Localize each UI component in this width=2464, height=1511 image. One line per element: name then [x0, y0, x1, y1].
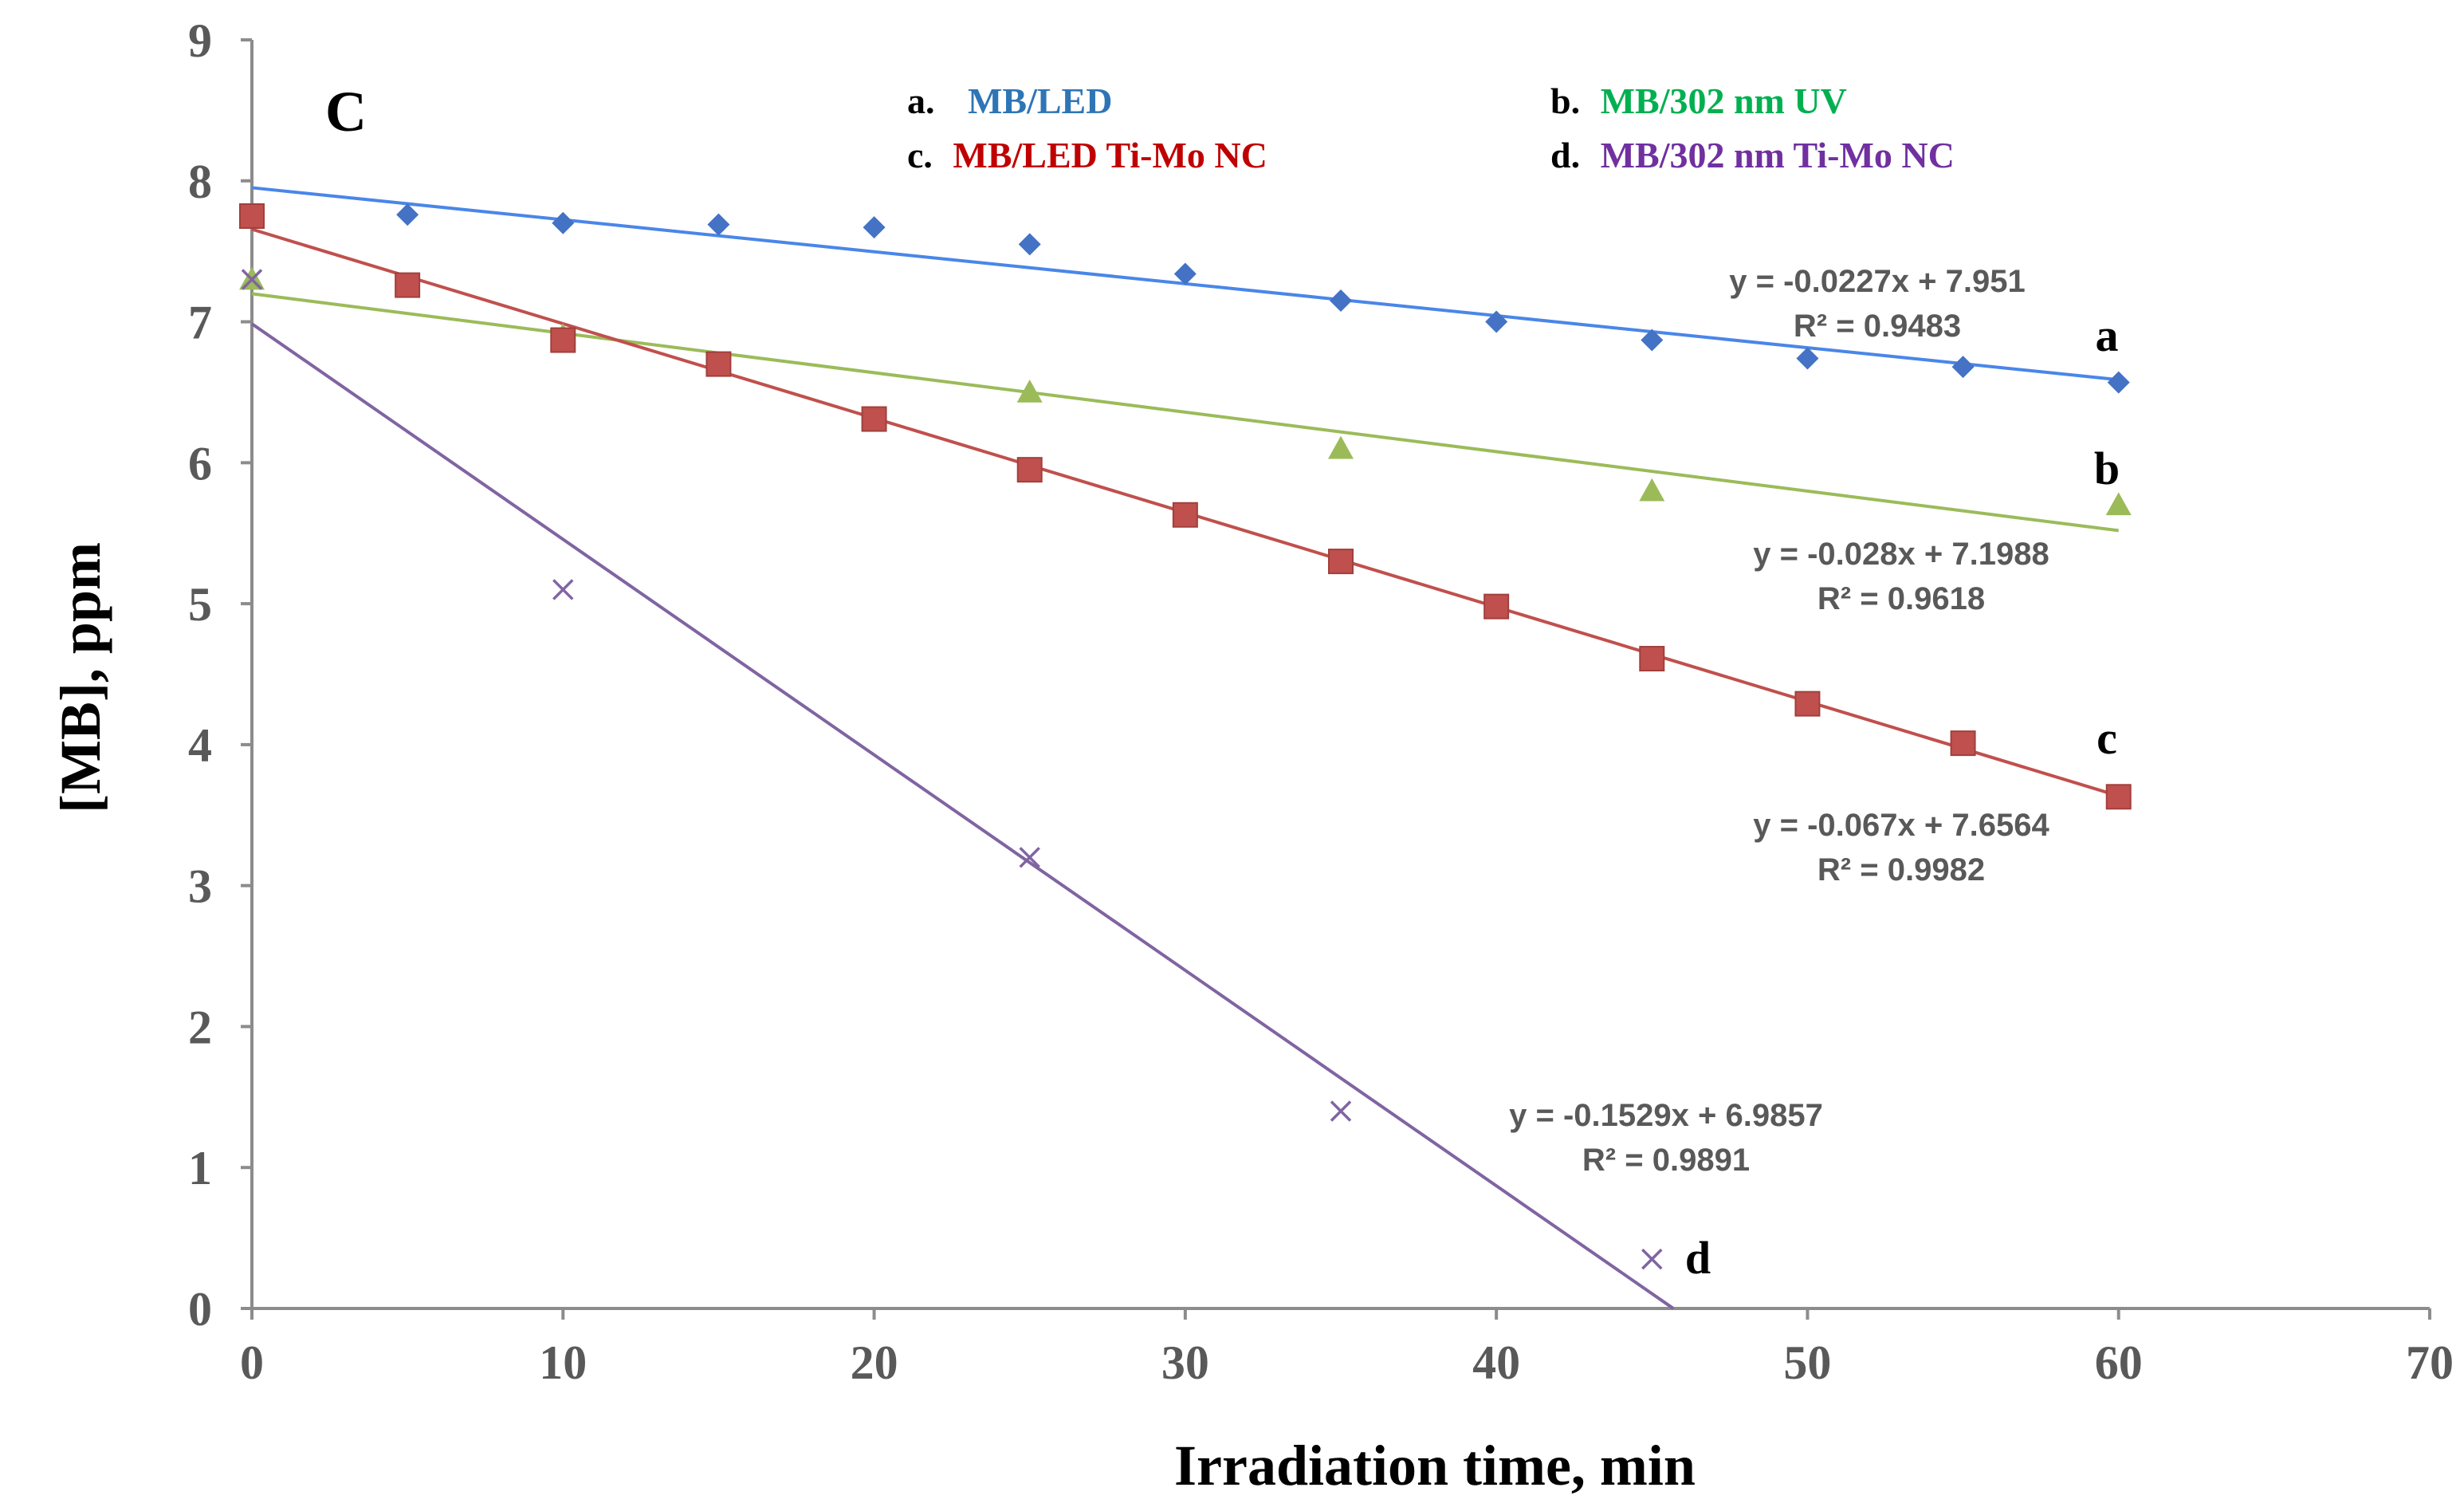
- legend-name-a: MB/LED: [968, 81, 1112, 121]
- curve-letter-c: c: [2097, 712, 2117, 764]
- marker-a: [707, 213, 730, 236]
- fit-line-d: [250, 322, 1675, 1310]
- y-tick-label: 0: [188, 1283, 212, 1336]
- marker-c: [1484, 593, 1510, 620]
- data-markers: [239, 203, 2132, 1270]
- y-axis-ticks: 0 1 2 3 4 5 6 7 8 9: [188, 14, 252, 1336]
- marker-a: [1018, 233, 1041, 256]
- x-axis-ticks: 0 10 20 30 40 50 60 70: [240, 1308, 2454, 1389]
- marker-a: [1485, 310, 1508, 333]
- x-tick-label: 70: [2406, 1336, 2454, 1389]
- legend: a. MB/LED b. MB/302 nm UV c. MB/LED Ti-M…: [907, 81, 1955, 175]
- r2-c: R² = 0.9982: [1818, 852, 1985, 887]
- x-tick-label: 50: [1783, 1336, 1831, 1389]
- y-tick-label: 1: [188, 1142, 212, 1194]
- equation-b: y = -0.028x + 7.1988: [1753, 537, 2049, 572]
- legend-entry-d: d. MB/302 nm Ti-Mo NC: [1550, 135, 1955, 175]
- marker-a: [1173, 262, 1197, 285]
- legend-prefix-d: d.: [1550, 135, 1580, 175]
- y-tick-label: 6: [188, 437, 212, 490]
- curve-letter-a: a: [2096, 309, 2119, 361]
- marker-c: [1328, 549, 1354, 575]
- x-tick-label: 10: [539, 1336, 587, 1389]
- y-tick-label: 7: [188, 297, 212, 349]
- r2-b: R² = 0.9618: [1818, 581, 1985, 616]
- x-tick-label: 60: [2095, 1336, 2143, 1389]
- x-tick-label: 40: [1472, 1336, 1520, 1389]
- marker-c: [1639, 646, 1665, 672]
- marker-a: [863, 216, 886, 239]
- legend-entry-b: b. MB/302 nm UV: [1550, 81, 1847, 121]
- y-tick-label: 4: [188, 719, 212, 772]
- legend-prefix-a: a.: [907, 81, 935, 121]
- y-axis-title: [MB], ppm: [49, 542, 112, 813]
- x-tick-label: 0: [240, 1336, 264, 1389]
- marker-a: [1796, 347, 1819, 370]
- marker-a: [1330, 289, 1352, 313]
- marker-d: [1330, 1100, 1352, 1122]
- r2-a: R² = 0.9483: [1794, 309, 1961, 344]
- curve-letters: a b c d: [1685, 309, 2120, 1284]
- y-tick-label: 9: [188, 14, 212, 67]
- panel-label: C: [325, 80, 367, 144]
- trendline-annotations: y = -0.0227x + 7.951 R² = 0.9483 y = -0.…: [1509, 264, 2049, 1178]
- legend-prefix-b: b.: [1550, 81, 1580, 121]
- marker-b: [1328, 435, 1354, 459]
- marker-c: [550, 327, 576, 353]
- equation-c: y = -0.067x + 7.6564: [1753, 808, 2049, 843]
- marker-c: [395, 272, 421, 298]
- legend-name-d: MB/302 nm Ti-Mo NC: [1601, 135, 1955, 175]
- fit-lines: [250, 186, 2120, 1310]
- marker-c: [239, 203, 265, 229]
- legend-name-b: MB/302 nm UV: [1601, 81, 1847, 121]
- marker-d: [1641, 1248, 1663, 1270]
- legend-name-c: MB/LED Ti-Mo NC: [953, 135, 1267, 175]
- marker-c: [1016, 457, 1043, 483]
- marker-a: [396, 203, 419, 226]
- marker-c: [705, 351, 732, 377]
- legend-entry-a: a. MB/LED: [907, 81, 1112, 121]
- r2-d: R² = 0.9891: [1582, 1143, 1750, 1178]
- y-tick-label: 5: [188, 578, 212, 631]
- marker-c: [1950, 730, 1976, 757]
- x-tick-label: 20: [851, 1336, 898, 1389]
- marker-c: [1172, 502, 1198, 528]
- curve-letter-b: b: [2094, 443, 2120, 494]
- legend-prefix-c: c.: [907, 135, 933, 175]
- equation-a: y = -0.0227x + 7.951: [1729, 264, 2025, 299]
- marker-b: [2105, 492, 2132, 516]
- marker-d: [241, 269, 263, 290]
- x-axis-title: Irradiation time, min: [1174, 1434, 1696, 1497]
- marker-a: [1951, 356, 1975, 379]
- marker-b: [1639, 478, 1665, 502]
- curve-letter-d: d: [1685, 1232, 1711, 1284]
- marker-a: [552, 211, 575, 234]
- y-tick-label: 8: [188, 155, 212, 208]
- marker-c: [861, 406, 887, 432]
- marker-a: [2107, 371, 2130, 394]
- marker-c: [2105, 784, 2132, 810]
- marker-c: [1794, 691, 1821, 717]
- y-tick-label: 3: [188, 860, 212, 913]
- marker-d: [1019, 847, 1040, 868]
- equation-d: y = -0.1529x + 6.9857: [1509, 1098, 1823, 1133]
- marker-b: [1016, 379, 1043, 403]
- legend-entry-c: c. MB/LED Ti-Mo NC: [907, 135, 1267, 175]
- marker-d: [552, 579, 574, 600]
- x-tick-label: 30: [1161, 1336, 1209, 1389]
- marker-a: [1641, 329, 1664, 352]
- y-tick-label: 2: [188, 1001, 212, 1053]
